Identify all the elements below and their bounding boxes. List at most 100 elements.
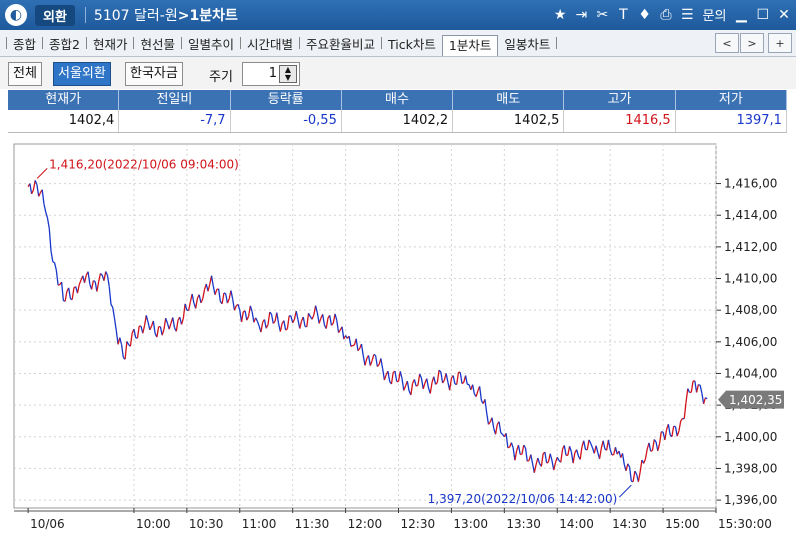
price-segment [53,262,55,263]
tab-fx-compare[interactable]: 주요환율비교 [300,34,381,53]
period-label: 주기 [209,66,233,85]
x-tick-label: 15:30:00 [718,517,772,531]
instrument-name: 달러-원 [134,8,178,24]
filter-seoul-fx-button[interactable]: 서울외환 [53,62,111,86]
x-tick-label: 13:30 [506,517,541,531]
x-tick-label: 12:30 [401,517,436,531]
x-tick-label: 10:00 [136,517,171,531]
tab-daily-chart[interactable]: 일봉차트 [498,34,556,53]
chart-view-title: >1분차트 [178,8,238,24]
value-high: 1416,5 [564,110,675,132]
value-change-rate: -0,55 [231,110,342,132]
price-segment [651,450,653,451]
quote-value-row: 1402,4 -7,7 -0,55 1402,2 1402,5 1416,5 1… [8,110,787,133]
x-tick-label: 14:00 [559,517,594,531]
chart-canvas[interactable]: 1,416,00 1,414,00 1,412,00 1,410,00 1,408,00… [8,138,796,539]
instrument-code: 5107 [94,8,130,24]
value-change: -7,7 [119,110,230,132]
filter-korea-money-button[interactable]: 한국자금 [125,62,183,86]
price-segment [698,385,700,386]
window-toolbar: ★ ⇥ ✂ T ♦ ⎙ ☰ 문의 ▁ ☐ ✕ [554,5,790,24]
export-icon[interactable]: ⇥ [575,7,587,23]
price-segment [547,462,549,463]
x-tick-label: 10/06 [30,517,65,531]
price-chart[interactable]: 1,416,00 1,414,00 1,412,00 1,410,00 1,408,00… [8,138,796,539]
price-segment [58,285,60,286]
window-title: 5107 달러-원>1분차트 [94,5,238,25]
price-segment [93,281,95,282]
tab-navigation: < > + [714,33,792,53]
price-segment [224,293,226,294]
plot-area [14,144,716,508]
filter-all-button[interactable]: 전체 [8,62,42,86]
y-tick-label: 1,404,00 [724,366,777,380]
value-bid: 1402,2 [342,110,453,132]
x-tick-label: 14:30 [612,517,647,531]
price-segment [508,447,510,448]
price-segment [351,346,353,347]
value-current-price: 1402,4 [8,110,119,132]
tab-daily-trend[interactable]: 일별추이 [182,34,240,53]
x-tick-label: 11:30 [295,517,330,531]
filter-bar: 전체 서울외환 한국자금 주기 1 ▲▼ [0,57,796,89]
price-segment [527,461,529,462]
tab-summary2[interactable]: 종합2 [43,34,86,53]
price-segment [374,354,376,355]
tab-add-icon[interactable]: + [768,33,792,53]
y-tick-label: 1,396,00 [724,493,777,507]
header-current-price: 현재가 [8,90,119,110]
y-tick-label: 1,410,00 [724,272,777,286]
tab-by-time[interactable]: 시간대별 [241,34,299,53]
inquiry-button[interactable]: 문의 [703,5,727,24]
updown-icon[interactable]: ▲▼ [279,65,297,83]
quote-header-row: 현재가 전일비 등락률 매수 매도 고가 저가 [8,90,787,110]
tab-divider [556,37,557,49]
header-change: 전일비 [119,90,230,110]
tab-current-price[interactable]: 현재가 [87,34,134,53]
star-icon[interactable]: ★ [554,7,567,23]
y-tick-label: 1,412,00 [724,240,777,254]
tab-tick-chart[interactable]: Tick차트 [382,34,442,53]
font-icon[interactable]: T [617,7,629,23]
tab-next-icon[interactable]: > [740,33,764,53]
value-ask: 1402,5 [453,110,564,132]
print-icon[interactable]: ⎙ [660,7,672,23]
tab-prev-icon[interactable]: < [715,33,739,53]
title-separator [85,7,86,23]
period-value[interactable]: 1 [247,66,277,81]
list-icon[interactable]: ☰ [681,7,694,23]
header-change-rate: 등락률 [231,90,342,110]
shield-icon[interactable]: ♦ [638,7,651,23]
x-tick-label: 11:00 [242,517,277,531]
current-value-label: 1,402,35 [729,393,782,407]
x-tick-label: 12:00 [348,517,383,531]
tab-summary[interactable]: 종합 [7,34,42,53]
y-tick-label: 1,406,00 [724,335,777,349]
value-low: 1397,1 [676,110,787,132]
y-tick-label: 1,414,00 [724,208,777,222]
tab-1min-chart[interactable]: 1분차트 [442,35,498,56]
period-stepper[interactable]: 1 ▲▼ [242,62,300,86]
link-icon[interactable]: ✂ [596,7,608,23]
app-logo-icon: ◐ [5,4,27,26]
header-bid: 매수 [342,90,453,110]
header-high: 고가 [564,90,675,110]
y-tick-label: 1,398,00 [724,461,777,475]
header-ask: 매도 [453,90,564,110]
app-name: 외환 [35,5,75,26]
y-tick-label: 1,400,00 [724,430,777,444]
price-segment [353,345,355,346]
x-tick-label: 13:00 [453,517,488,531]
y-tick-label: 1,408,00 [724,303,777,317]
title-bar: ◐ 외환 5107 달러-원>1분차트 ★ ⇥ ✂ T ♦ ⎙ ☰ 문의 ▁ ☐… [0,0,796,30]
tab-spot-futures[interactable]: 현선물 [134,34,181,53]
maximize-icon[interactable]: ☐ [756,7,769,23]
x-tick-label: 15:00 [665,517,700,531]
tab-bar: 종합 종합2 현재가 현선물 일별추이 시간대별 주요환율비교 Tick차트 1… [0,30,796,57]
minimize-icon[interactable]: ▁ [735,7,747,23]
price-segment [416,385,418,386]
x-tick-label: 10:30 [189,517,224,531]
close-icon[interactable]: ✕ [778,7,790,23]
low-annotation: 1,397,20(2022/10/06 14:42:00) [428,492,618,506]
y-tick-label: 1,416,00 [724,177,777,191]
